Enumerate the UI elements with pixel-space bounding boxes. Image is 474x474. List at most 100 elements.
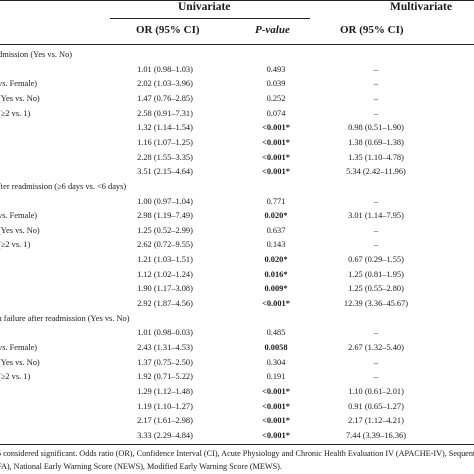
table-row: 2.92 (1.87–4.56) <0.001* 12.39 (3.36–45.67… xyxy=(0,295,474,312)
table-row: dmission (Yes vs. No) xyxy=(0,46,474,63)
table-row: 1.32 (1.14–1.54) <0.001* 0.98 (0.51–1.90) xyxy=(0,119,474,136)
multivariate-or-cell: 2.67 (1.32–5.40) xyxy=(348,343,404,352)
table-row: vs. Female) 2.43 (1.31–4.53) 0.0058 2.67 (1… xyxy=(0,339,474,356)
table-row: (Yes vs. No) 1.47 (0.76–2.85) 0.252 – xyxy=(0,90,474,107)
univariate-or-cell: 2.17 (1.61–2.98) xyxy=(137,416,193,426)
table-row: vs. Female) 2.98 (1.19–7.49) 0.020* 3.01 (1… xyxy=(0,207,474,224)
univariate-or-cell: 2.98 (1.19–7.49) xyxy=(137,211,193,221)
table-row: a failure after readmission (Yes vs. No) xyxy=(0,310,474,327)
univariate-or-cell: 1.29 (1.12–1.48) xyxy=(137,386,193,396)
p-value-cell: <0.001* xyxy=(262,299,290,309)
table-row: (≥2 vs. 1) 2.62 (0.72–9.55) 0.143 – xyxy=(0,236,474,253)
row-label: a failure after readmission (Yes vs. No) xyxy=(0,313,130,323)
multivariate-or-cell: – xyxy=(373,64,379,74)
p-value-cell: 0.020* xyxy=(264,211,288,221)
table-row: (Yes vs. No) 1.37 (0.75–2.50) 0.304 – xyxy=(0,354,474,371)
row-label: vs. Female) xyxy=(0,79,38,89)
table-row: vs. Female) 2.02 (1.03–3.96) 0.039 – xyxy=(0,75,474,92)
table-footnote-line-1: 5 considered significant. Odds ratio (OR… xyxy=(0,449,474,458)
table-row: 2.17 (1.61–2.98) <0.001* 2.17 (1.12–4.21) xyxy=(0,412,474,429)
multivariate-or-cell: – xyxy=(373,240,379,250)
p-value-cell: <0.001* xyxy=(262,416,290,426)
row-label: (Yes vs. No) xyxy=(0,357,40,367)
multivariate-or-cell: – xyxy=(373,372,379,382)
table-row: 1.29 (1.12–1.48) <0.001* 1.10 (0.61–2.01) xyxy=(0,383,474,400)
univariate-or-cell: 1.21 (1.03–1.51) xyxy=(137,255,193,265)
table-row: 1.01 (0.98–1.03) 0.493 – xyxy=(0,61,474,78)
univariate-or-cell: 1.01 (0.98–0.03) xyxy=(137,328,193,338)
univariate-or-cell: 2.28 (1.55–3.35) xyxy=(137,152,193,162)
univariate-or-cell: 1.00 (0.97–1.04) xyxy=(137,196,193,206)
univariate-or-cell: 1.92 (0.71–5.22) xyxy=(137,372,193,382)
univariate-group-heading: Univariate xyxy=(178,1,231,13)
table-row: (≥2 vs. 1) 2.58 (0.91–7.31) 0.074 – xyxy=(0,105,474,122)
row-label: (≥2 vs. 1) xyxy=(0,372,31,382)
table-row: 1.90 (1.17–3.08) 0.009* 1.25 (0.55–2.80) xyxy=(0,280,474,297)
p-value-cell: <0.001* xyxy=(262,123,290,133)
p-value-cell: <0.001* xyxy=(262,137,290,147)
p-value-cell: 0.304 xyxy=(266,357,286,367)
p-value-cell: <0.001* xyxy=(262,430,290,440)
p-value-cell: 0.020* xyxy=(264,255,288,265)
p-value-cell: 0.493 xyxy=(266,64,286,74)
table-row: 1.16 (1.07–1.25) <0.001* 1.38 (0.69–1.38) xyxy=(0,134,474,151)
p-value-cell: 0.009* xyxy=(264,284,288,294)
univariate-or-cell: 1.25 (0.52–2.99) xyxy=(137,225,193,235)
p-value-cell: 0.0058 xyxy=(264,343,288,352)
p-value-cell: 0.252 xyxy=(266,93,286,103)
multivariate-or-cell: 0.67 (0.29–1.55) xyxy=(348,255,404,265)
multivariate-or-cell: – xyxy=(373,93,379,103)
row-label: (≥2 vs. 1) xyxy=(0,108,31,118)
p-value-cell: 0.191 xyxy=(266,372,286,382)
multivariate-or-cell: 1.10 (0.61–2.01) xyxy=(348,386,404,396)
multivariate-or-cell: 1.38 (0.69–1.38) xyxy=(348,137,404,147)
row-label: vs. Female) xyxy=(0,343,38,352)
multivariate-or-cell: 7.44 (3.39–16.36) xyxy=(345,430,406,440)
table-row: 1.12 (1.02–1.24) 0.016* 1.25 (0.81–1.95) xyxy=(0,266,474,283)
multivariate-or-cell: 12.39 (3.36–45.67) xyxy=(343,299,409,309)
multivariate-or-cell: 5.34 (2.42–11.96) xyxy=(346,167,406,177)
p-value-column-header: P-value xyxy=(255,24,290,36)
multivariate-or-cell: – xyxy=(373,328,379,338)
multivariate-or-cell: – xyxy=(373,108,379,118)
table-footnote-line-2: FA), National Early Warning Score (NEWS)… xyxy=(0,462,282,471)
row-label: (Yes vs. No) xyxy=(0,225,40,235)
header-top-rule xyxy=(0,0,474,1)
table-row: fter readmission (≥6 days vs. <6 days) xyxy=(0,178,474,195)
p-value-cell: 0.016* xyxy=(264,269,288,279)
univariate-or-column-header: OR (95% CI) xyxy=(136,24,200,36)
table-row: 1.21 (1.03–1.51) 0.020* 0.67 (0.29–1.55) xyxy=(0,251,474,268)
univariate-underline xyxy=(110,18,310,19)
row-label: dmission (Yes vs. No) xyxy=(0,50,73,59)
univariate-or-cell: 1.32 (1.14–1.54) xyxy=(137,123,193,133)
multivariate-or-cell: – xyxy=(373,196,379,206)
univariate-or-cell: 2.62 (0.72–9.55) xyxy=(137,240,193,250)
multivariate-or-cell: 3.01 (1.14–7.95) xyxy=(348,211,404,221)
table-bottom-rule xyxy=(0,444,474,445)
univariate-or-cell: 1.37 (0.75–2.50) xyxy=(137,357,193,367)
univariate-or-cell: 2.92 (1.87–4.56) xyxy=(137,299,193,309)
univariate-or-cell: 1.01 (0.98–1.03) xyxy=(137,64,193,74)
row-label: (≥2 vs. 1) xyxy=(0,240,31,250)
table-row: (Yes vs. No) 1.25 (0.52–2.99) 0.637 – xyxy=(0,222,474,239)
table-row: 1.00 (0.97–1.04) 0.771 – xyxy=(0,193,474,210)
multivariate-or-cell: 2.17 (1.12–4.21) xyxy=(348,416,404,426)
p-value-cell: 0.074 xyxy=(266,108,286,118)
univariate-or-cell: 2.02 (1.03–3.96) xyxy=(137,79,193,89)
p-value-cell: 0.771 xyxy=(266,196,286,206)
table-row: 3.33 (2.29–4.84) <0.001* 7.44 (3.39–16.36) xyxy=(0,427,474,444)
table-row: 2.28 (1.55–3.35) <0.001* 1.35 (1.10–4.78) xyxy=(0,149,474,166)
p-value-cell: 0.039 xyxy=(266,79,286,89)
table-row: (≥2 vs. 1) 1.92 (0.71–5.22) 0.191 – xyxy=(0,368,474,385)
multivariate-or-cell: – xyxy=(373,357,379,367)
row-label: (Yes vs. No) xyxy=(0,93,40,103)
p-value-cell: <0.001* xyxy=(262,152,290,162)
p-value-cell: 0.143 xyxy=(266,240,286,250)
header-bottom-rule xyxy=(0,44,474,45)
multivariate-or-cell: 1.25 (0.55–2.80) xyxy=(348,284,404,294)
row-label: fter readmission (≥6 days vs. <6 days) xyxy=(0,181,127,191)
univariate-or-cell: 1.19 (1.10–1.27) xyxy=(137,401,193,411)
table-row: 1.01 (0.98–0.03) 0.485 – xyxy=(0,324,474,341)
multivariate-or-cell: – xyxy=(373,79,379,89)
univariate-or-cell: 1.90 (1.17–3.08) xyxy=(137,284,193,294)
